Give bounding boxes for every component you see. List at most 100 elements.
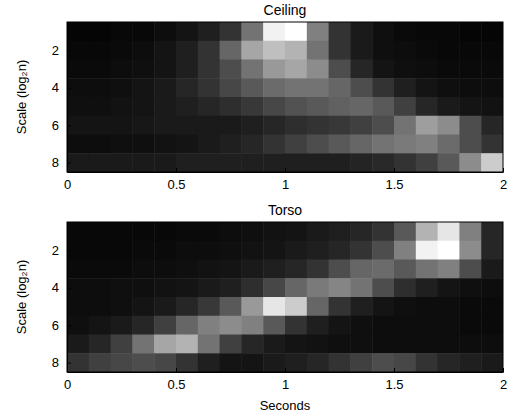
cell — [481, 22, 503, 41]
x-axis-title: Seconds — [260, 398, 311, 413]
cell — [241, 297, 263, 316]
cell — [132, 222, 154, 241]
cell — [307, 278, 329, 297]
tick-label: 4 — [52, 80, 59, 95]
cell — [394, 278, 416, 297]
cell — [111, 353, 133, 372]
cell — [329, 278, 351, 297]
axis-line — [68, 172, 504, 173]
cell — [198, 316, 220, 335]
cell — [416, 97, 438, 116]
cell — [241, 116, 263, 135]
tick: 2 — [500, 368, 507, 392]
cell — [329, 316, 351, 335]
cell — [220, 22, 242, 41]
cell — [67, 97, 89, 116]
cell — [198, 153, 220, 172]
cell — [416, 78, 438, 97]
cell — [176, 297, 198, 316]
cell — [67, 135, 89, 154]
cell — [198, 278, 220, 297]
cell — [241, 153, 263, 172]
cell — [220, 78, 242, 97]
cell — [111, 335, 133, 354]
cell — [307, 22, 329, 41]
cell — [329, 78, 351, 97]
cell — [459, 78, 481, 97]
cell — [394, 116, 416, 135]
cell — [176, 278, 198, 297]
cell — [154, 260, 176, 279]
cell — [111, 22, 133, 41]
cell — [481, 60, 503, 79]
cell — [176, 241, 198, 260]
cell — [416, 135, 438, 154]
cell — [329, 116, 351, 135]
cell — [481, 78, 503, 97]
cell — [416, 297, 438, 316]
cell — [416, 116, 438, 135]
cell — [481, 297, 503, 316]
tick-mark — [503, 168, 504, 172]
cell — [459, 335, 481, 354]
cell — [285, 60, 307, 79]
cell — [132, 22, 154, 41]
cell — [285, 222, 307, 241]
cell — [198, 241, 220, 260]
cell — [394, 22, 416, 41]
cell — [89, 241, 111, 260]
cell — [89, 60, 111, 79]
cell — [372, 41, 394, 60]
cell — [416, 22, 438, 41]
cell — [285, 316, 307, 335]
cell — [132, 153, 154, 172]
cell — [176, 135, 198, 154]
cell — [416, 316, 438, 335]
cell — [481, 153, 503, 172]
cell — [394, 135, 416, 154]
cell — [481, 241, 503, 260]
cell — [132, 335, 154, 354]
tick: 2 — [52, 243, 71, 258]
cell — [132, 260, 154, 279]
cell — [154, 222, 176, 241]
cell — [67, 153, 89, 172]
panel-title: Torso — [268, 202, 302, 218]
cell — [111, 60, 133, 79]
cell — [132, 278, 154, 297]
cell — [154, 278, 176, 297]
cell — [285, 135, 307, 154]
cell — [438, 241, 460, 260]
cell — [67, 60, 89, 79]
cell — [111, 316, 133, 335]
cell — [154, 41, 176, 60]
cell — [307, 222, 329, 241]
cell — [438, 97, 460, 116]
cell — [350, 78, 372, 97]
cell — [220, 153, 242, 172]
plot-frame — [67, 22, 503, 172]
cell — [220, 135, 242, 154]
tick-label: 2 — [500, 377, 507, 392]
tick: 4 — [52, 80, 71, 95]
cell — [481, 116, 503, 135]
tick-mark — [176, 368, 177, 372]
cell — [459, 116, 481, 135]
cell — [394, 353, 416, 372]
cell — [438, 316, 460, 335]
cell — [132, 297, 154, 316]
cell — [154, 78, 176, 97]
y-axis: 2468 — [52, 23, 71, 173]
cell — [220, 41, 242, 60]
cell — [132, 60, 154, 79]
cell — [220, 297, 242, 316]
cell — [285, 278, 307, 297]
cell — [372, 116, 394, 135]
cell — [220, 316, 242, 335]
cell — [89, 316, 111, 335]
cell — [394, 97, 416, 116]
cell — [438, 222, 460, 241]
cell — [329, 153, 351, 172]
cell — [329, 297, 351, 316]
cell — [220, 260, 242, 279]
